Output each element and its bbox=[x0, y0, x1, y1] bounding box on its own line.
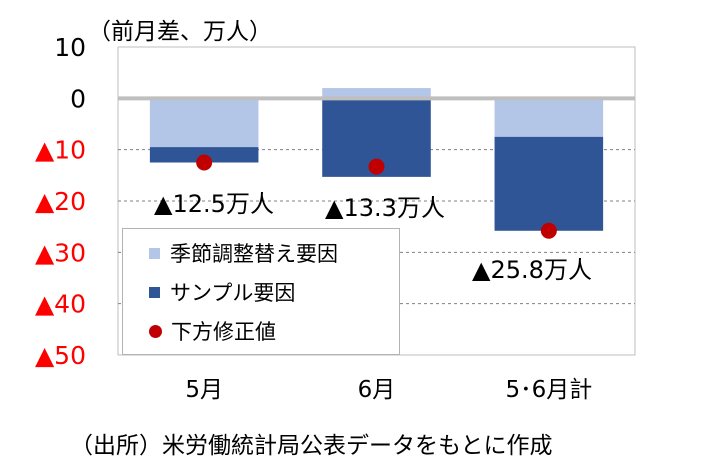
y-tick-label: 0 bbox=[70, 84, 86, 113]
x-tick-label: 5･6月計 bbox=[505, 377, 592, 403]
data-label: ▲12.5万人 bbox=[154, 190, 274, 218]
x-tick-label: 6月 bbox=[358, 377, 396, 403]
y-tick-label: ▲20 bbox=[35, 187, 86, 216]
markers bbox=[196, 154, 557, 239]
y-tick-label: 10 bbox=[54, 33, 86, 62]
source-note: （出所）米労働統計局公表データをもとに作成 bbox=[70, 433, 553, 459]
bar-seasonal bbox=[149, 98, 259, 148]
legend-label-sample: サンプル要因 bbox=[170, 281, 296, 305]
y-tick-label: ▲40 bbox=[35, 290, 86, 319]
total-marker bbox=[540, 222, 557, 239]
bar-sample bbox=[494, 136, 604, 231]
y-tick-label: ▲50 bbox=[35, 341, 86, 370]
legend-item-sample: サンプル要因 bbox=[149, 277, 295, 307]
total-marker bbox=[196, 154, 213, 171]
legend-label-seasonal: 季節調整替え要因 bbox=[170, 242, 338, 266]
total-marker bbox=[368, 158, 385, 175]
x-tick-label: 5月 bbox=[185, 377, 223, 403]
bar-seasonal bbox=[322, 88, 431, 99]
data-labels: ▲12.5万人 ▲13.3万人 ▲25.8万人 bbox=[154, 190, 592, 284]
legend: 季節調整替え要因 サンプル要因 下方修正値 bbox=[122, 228, 400, 355]
unit-label: （前月差、万人） bbox=[88, 19, 272, 45]
legend-label-total: 下方修正値 bbox=[171, 320, 276, 344]
y-tick-label: ▲10 bbox=[35, 136, 86, 165]
legend-item-total: 下方修正値 bbox=[149, 316, 276, 346]
bar-seasonal bbox=[494, 98, 604, 137]
data-label: ▲25.8万人 bbox=[472, 256, 592, 284]
legend-swatch-sample bbox=[149, 286, 160, 298]
y-tick-label: ▲30 bbox=[35, 238, 86, 267]
x-axis-ticks: 5月 6月 5･6月計 bbox=[185, 377, 592, 403]
legend-swatch-seasonal bbox=[149, 247, 160, 259]
legend-marker-total bbox=[149, 324, 162, 338]
legend-item-seasonal: 季節調整替え要因 bbox=[149, 238, 338, 268]
y-axis-ticks: 10 0 ▲10 ▲20 ▲30 ▲40 ▲50 bbox=[35, 33, 86, 370]
data-label: ▲13.3万人 bbox=[325, 194, 445, 222]
